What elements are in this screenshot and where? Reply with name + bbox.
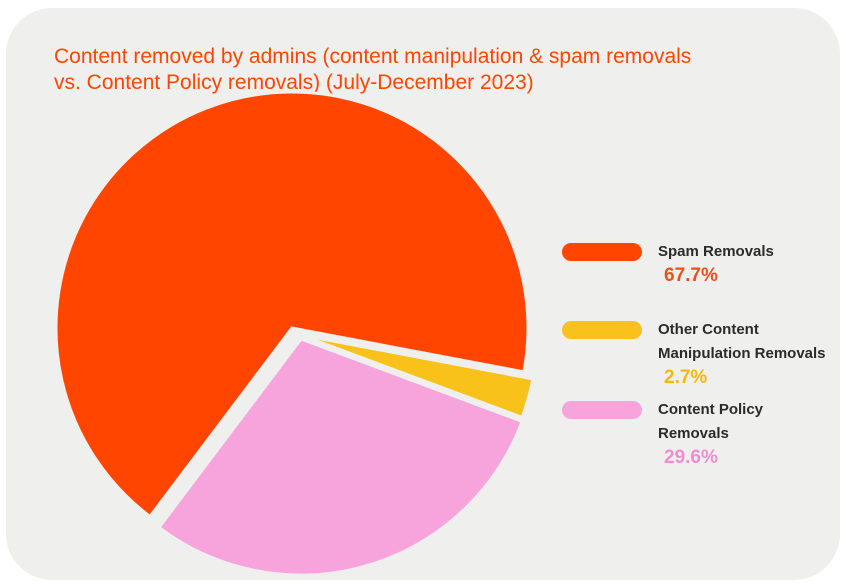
legend-swatch-policy: [562, 401, 642, 419]
legend-value-other: 2.7%: [664, 367, 708, 388]
legend-label-other: Other Content Manipulation Removals: [658, 318, 846, 366]
pie-slice-other: [300, 333, 535, 420]
legend-swatch-spam: [562, 243, 642, 261]
legend-label-policy-line-1: Content Policy: [658, 401, 764, 418]
legend-label-spam: Spam Removals: [658, 240, 846, 264]
legend-value-policy: 29.6%: [664, 447, 718, 468]
chart-title-line-1: Content removed by admins (content manip…: [54, 45, 692, 68]
legend-value-spam: 67.7%: [664, 265, 718, 286]
pie-slice-spam: [54, 90, 530, 519]
legend-label-policy: Content Policy Removals: [658, 398, 846, 446]
legend-label-policy-line-2: Removals: [658, 425, 729, 442]
pie-slice-policy: [156, 337, 525, 577]
legend-label-other-line-1: Other Content: [658, 321, 759, 338]
legend-label-other-line-2: Manipulation Removals: [658, 345, 826, 362]
legend-swatch-other: [562, 321, 642, 339]
chart-title-line-2: vs. Content Policy removals) (July-Decem…: [54, 71, 534, 94]
chart-title: Content removed by admins (content manip…: [54, 44, 774, 96]
legend-label-spam-line-1: Spam Removals: [658, 243, 774, 260]
